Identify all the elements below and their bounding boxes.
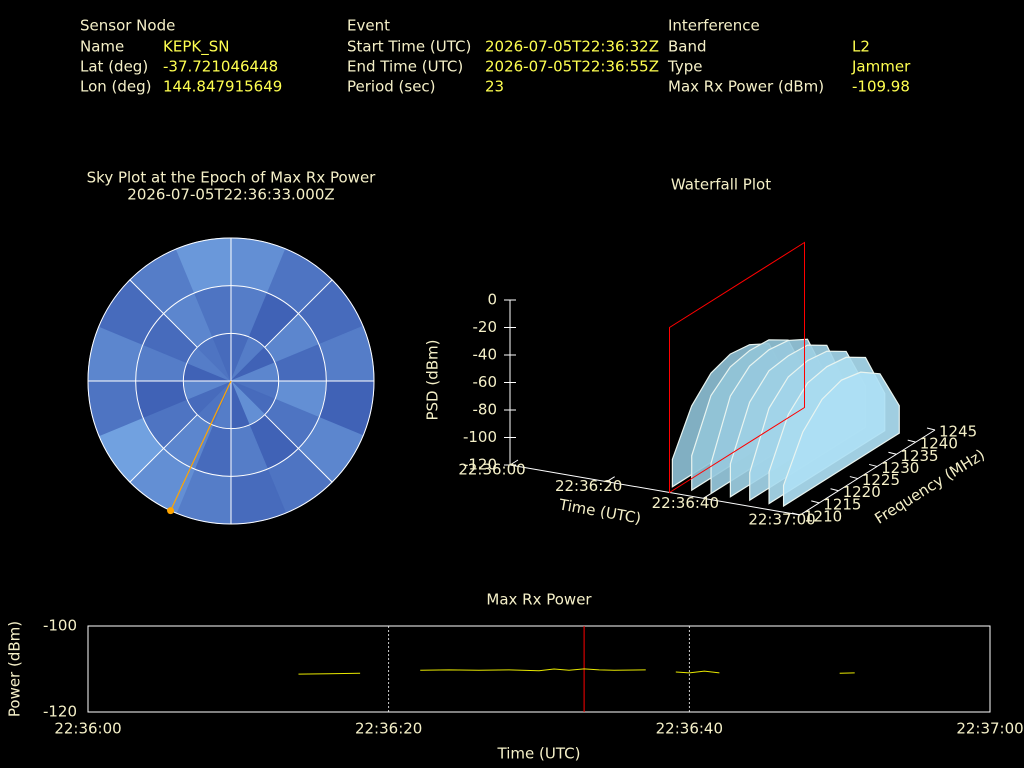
section-title: Interference bbox=[668, 17, 760, 35]
chart-title: Sky Plot at the Epoch of Max Rx Power bbox=[87, 169, 377, 187]
z-axis-label: PSD (dBm) bbox=[424, 339, 442, 420]
field-label: Period (sec) bbox=[347, 78, 436, 96]
y-tick-label: -120 bbox=[43, 703, 77, 721]
plot-frame bbox=[87, 625, 991, 713]
z-tick-label: -100 bbox=[463, 428, 497, 446]
y-axis-label: Power (dBm) bbox=[6, 621, 24, 717]
frequency-tick-label: 1240 bbox=[920, 435, 958, 453]
azimuth-spoke bbox=[129, 414, 198, 483]
frequency-tick-label: 1220 bbox=[843, 483, 881, 501]
frequency-tick bbox=[926, 427, 936, 431]
x-tick-label: 22:37:00 bbox=[956, 720, 1023, 738]
z-tick-label: -120 bbox=[463, 456, 497, 474]
z-tick-label: -40 bbox=[473, 346, 498, 364]
chart-title: Max Rx Power bbox=[486, 591, 592, 609]
frequency-tick bbox=[830, 488, 839, 492]
frequency-tick-label: 1245 bbox=[939, 423, 977, 441]
time-tick-label: 22:36:20 bbox=[555, 477, 622, 495]
chart-title: Waterfall Plot bbox=[671, 176, 771, 194]
field-label: Max Rx Power (dBm) bbox=[668, 78, 824, 96]
field-label: Start Time (UTC) bbox=[347, 38, 471, 56]
frequency-tick-label: 1225 bbox=[862, 471, 900, 489]
section-title: Sensor Node bbox=[80, 17, 175, 35]
frequency-tick bbox=[791, 512, 801, 516]
x-tick-label: 22:36:00 bbox=[54, 720, 121, 738]
max-point bbox=[167, 507, 175, 515]
field-value: 2026-07-05T22:36:55Z bbox=[485, 58, 659, 76]
z-tick-label: -60 bbox=[473, 373, 498, 391]
field-value: 23 bbox=[485, 78, 504, 96]
time-axis bbox=[509, 464, 801, 516]
field-label: Type bbox=[667, 58, 702, 76]
field-value: 2026-07-05T22:36:32Z bbox=[485, 38, 659, 56]
azimuth-spoke bbox=[264, 279, 333, 348]
azimuth-spoke bbox=[264, 414, 333, 483]
max-direction bbox=[170, 380, 232, 511]
field-value: L2 bbox=[852, 38, 870, 56]
z-tick-label: -80 bbox=[473, 401, 498, 419]
x-tick-label: 22:36:20 bbox=[355, 720, 422, 738]
psd-slice bbox=[782, 371, 900, 508]
x-axis-label: Time (UTC) bbox=[497, 745, 581, 763]
field-label: Lon (deg) bbox=[80, 78, 152, 96]
field-value: Jammer bbox=[851, 58, 911, 76]
field-label: Lat (deg) bbox=[80, 58, 148, 76]
frequency-tick bbox=[869, 463, 878, 467]
section-title: Event bbox=[347, 17, 390, 35]
frequency-tick bbox=[907, 439, 916, 443]
z-tick-label: -20 bbox=[473, 318, 498, 336]
power-line bbox=[298, 668, 855, 675]
time-tick bbox=[606, 476, 615, 483]
azimuth-spoke bbox=[129, 279, 198, 348]
frequency-tick bbox=[811, 500, 820, 504]
field-value: -37.721046448 bbox=[163, 58, 278, 76]
field-label: End Time (UTC) bbox=[347, 58, 463, 76]
frequency-tick-label: 1210 bbox=[804, 508, 842, 526]
chart-subtitle: 2026-07-05T22:36:33.000Z bbox=[127, 186, 334, 204]
time-tick bbox=[799, 509, 809, 516]
frequency-tick-label: 1215 bbox=[823, 495, 861, 513]
frequency-tick bbox=[888, 451, 897, 455]
time-tick-label: 22:36:00 bbox=[458, 461, 525, 479]
time-tick bbox=[703, 492, 712, 499]
frequency-tick bbox=[849, 476, 858, 480]
frequency-axis bbox=[799, 429, 936, 516]
epoch-plane bbox=[669, 241, 805, 494]
time-tick-label: 22:36:40 bbox=[652, 494, 719, 512]
z-tick-label: 0 bbox=[487, 291, 497, 309]
field-value: 144.847915649 bbox=[163, 78, 282, 96]
time-tick bbox=[509, 459, 519, 466]
frequency-tick-label: 1235 bbox=[900, 447, 938, 465]
field-value: KEPK_SN bbox=[163, 38, 229, 57]
field-label: Band bbox=[668, 38, 707, 56]
y-tick-label: -100 bbox=[43, 617, 77, 635]
field-label: Name bbox=[80, 38, 124, 56]
field-value: -109.98 bbox=[852, 78, 910, 96]
frequency-tick-label: 1230 bbox=[881, 459, 919, 477]
x-tick-label: 22:36:40 bbox=[656, 720, 723, 738]
